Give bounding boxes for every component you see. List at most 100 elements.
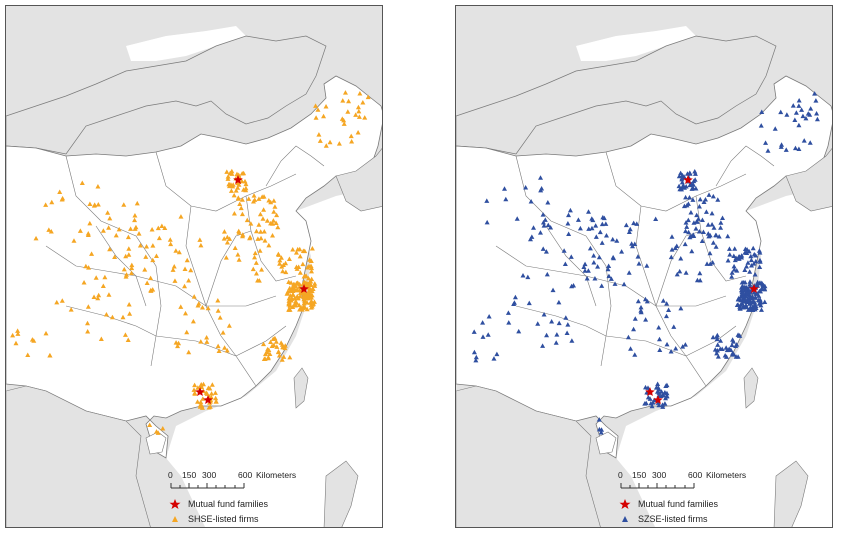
firm-marker [655, 400, 661, 405]
firm-marker [87, 201, 93, 206]
firm-marker [800, 113, 806, 119]
firm-marker [731, 253, 737, 258]
firm-marker [669, 247, 675, 252]
firm-marker [336, 141, 342, 146]
firm-marker [541, 223, 547, 228]
firm-marker [346, 98, 352, 104]
firm-marker [759, 109, 765, 115]
firm-marker [792, 117, 798, 122]
firm-marker [43, 202, 49, 207]
firm-marker [706, 192, 712, 197]
firm-marker [160, 425, 166, 431]
firm-marker [591, 259, 597, 265]
firm-marker [271, 342, 277, 348]
map-panel-shse: 0 150 300 600 Kilometers Mutual fund fam… [5, 5, 383, 528]
firm-marker [683, 194, 689, 200]
firm-marker [277, 257, 283, 263]
firm-marker [644, 263, 650, 268]
firm-marker [626, 229, 632, 234]
firm-marker [751, 290, 757, 295]
legend-row-firm: SHSE-listed firms [168, 511, 268, 526]
firm-marker [93, 275, 99, 280]
firm-marker [563, 315, 569, 320]
firm-marker [195, 385, 201, 390]
firm-marker [679, 186, 685, 192]
firm-marker [512, 294, 518, 300]
firm-marker [623, 222, 629, 228]
firm-marker [748, 253, 754, 259]
firm-marker [749, 263, 755, 268]
firm-marker [689, 248, 695, 254]
firm-marker [195, 399, 201, 404]
firm-marker [246, 196, 252, 201]
firm-marker [568, 254, 574, 259]
firm-marker [713, 244, 719, 249]
firm-marker [258, 235, 264, 241]
firm-marker [687, 234, 693, 240]
scale-bar-line [170, 483, 245, 489]
firm-marker [656, 336, 662, 342]
firm-marker [128, 226, 134, 231]
scale-bar: 0 150 300 600 Kilometers [168, 470, 296, 492]
firm-marker [259, 267, 265, 272]
firm-marker [592, 276, 598, 281]
firm-marker [658, 389, 664, 394]
firm-marker [220, 330, 226, 335]
firm-marker [355, 129, 361, 135]
firm-marker [754, 291, 760, 296]
firm-marker [348, 133, 354, 139]
firm-marker [714, 332, 720, 338]
firm-marker [309, 265, 315, 271]
firm-marker [191, 294, 197, 299]
firm-marker [686, 194, 692, 200]
firm-marker [750, 245, 756, 251]
firm-marker [730, 337, 736, 342]
firm-marker [342, 90, 348, 95]
legend-row-fund: Mutual fund families [168, 496, 268, 511]
firm-marker [156, 235, 162, 241]
firm-marker [796, 103, 802, 108]
firm-marker [762, 299, 768, 304]
firm-marker [718, 338, 724, 343]
firm-marker [304, 300, 310, 305]
firm-marker [234, 171, 240, 177]
firm-marker [746, 295, 752, 300]
firm-marker [226, 181, 232, 187]
scale-bar: 0 150 300 600 Kilometers [618, 470, 746, 492]
firm-marker [567, 207, 573, 213]
firm-marker [587, 245, 593, 251]
firm-marker [231, 210, 237, 216]
firm-marker [266, 242, 272, 248]
firm-marker [701, 199, 707, 205]
firm-marker [740, 283, 746, 289]
firm-marker [694, 212, 700, 218]
firm-marker [262, 356, 268, 361]
firm-marker [308, 294, 314, 300]
firm-marker [300, 261, 306, 267]
firm-marker [252, 254, 258, 260]
firm-marker [714, 350, 720, 356]
firm-marker [599, 427, 605, 432]
firm-marker [664, 301, 670, 306]
firm-marker [790, 103, 796, 108]
firm-marker [669, 234, 675, 239]
firm-marker [353, 112, 359, 117]
firm-marker [734, 302, 740, 308]
firm-marker [49, 199, 55, 205]
firm-marker [739, 293, 745, 298]
scale-tick-600: 600 [688, 470, 703, 480]
firm-marker [198, 382, 204, 388]
firm-marker [355, 104, 361, 110]
legend-row-firm: SZSE-listed firms [618, 511, 718, 526]
firm-marker [753, 258, 759, 264]
firm-marker [113, 232, 119, 238]
firm-marker [753, 303, 759, 309]
firm-marker [471, 349, 477, 355]
firm-marker [178, 214, 184, 219]
firm-marker [239, 178, 245, 184]
firm-marker [126, 252, 132, 257]
fund-family-markers [195, 175, 309, 404]
firm-marker [282, 343, 288, 348]
firm-marker [628, 346, 634, 351]
firm-marker [276, 252, 282, 257]
